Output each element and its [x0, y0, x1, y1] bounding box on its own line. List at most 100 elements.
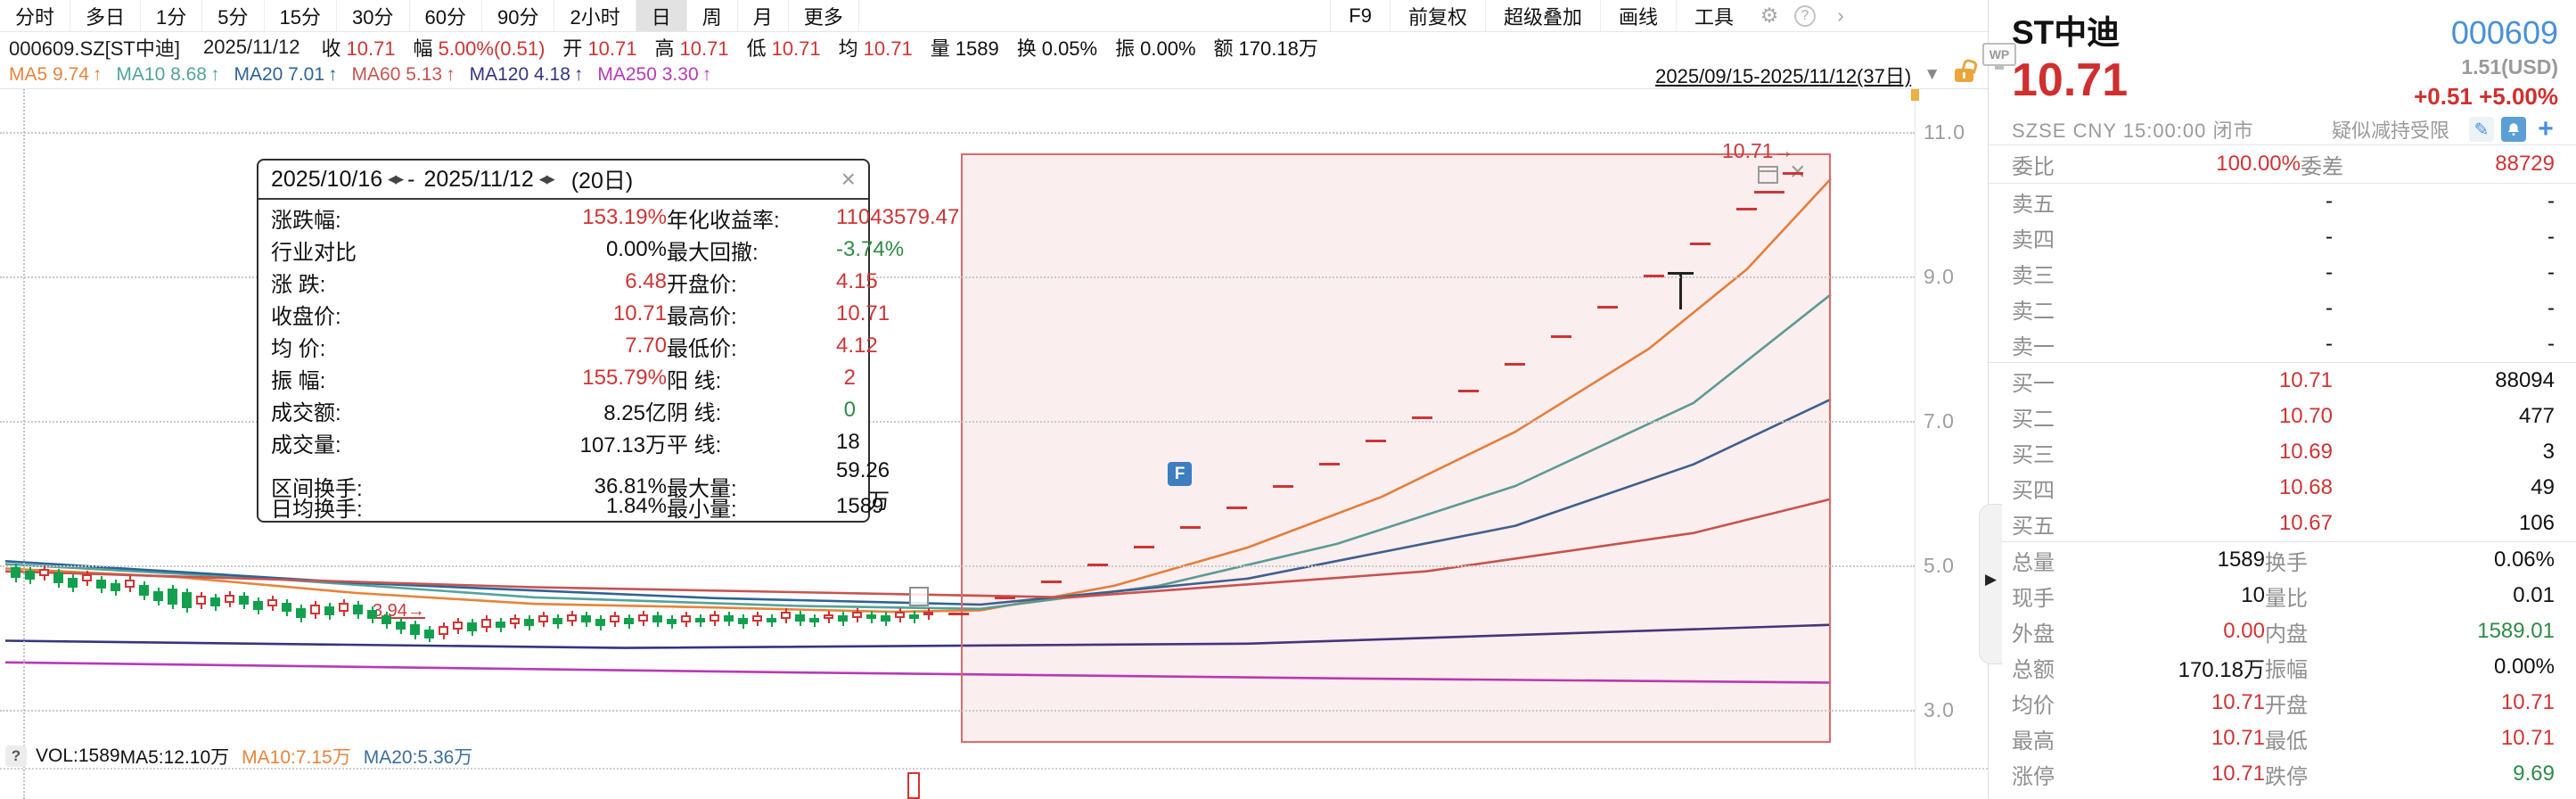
tab-多日[interactable]: 多日 — [70, 0, 142, 31]
tab-15分[interactable]: 15分 — [265, 0, 338, 31]
candle — [453, 621, 463, 630]
tab-1分[interactable]: 1分 — [141, 0, 203, 31]
ma-text: MA60 5.13 — [351, 64, 443, 85]
level-volume: 49 — [2531, 475, 2555, 499]
bid-row-买五: 买五 10.67 106 — [1989, 506, 2576, 541]
ma-value-MA60: MA60 5.13 ↑ — [352, 64, 455, 86]
limit-up-dash — [995, 597, 1015, 600]
help-icon[interactable]: ? — [5, 745, 27, 767]
stat-row-最高: 最高 10.71 最低 10.71 — [1989, 721, 2576, 756]
candle — [724, 615, 734, 622]
candle — [695, 617, 705, 623]
selection-region[interactable] — [961, 153, 1831, 743]
candle — [410, 623, 420, 636]
candle — [39, 569, 49, 577]
gear-icon[interactable]: ⚙ — [1760, 4, 1779, 27]
maximize-icon[interactable] — [1758, 166, 1778, 184]
limit-up-dash — [1319, 463, 1340, 466]
level-price: 10.69 — [2278, 440, 2333, 464]
ma20-line — [4, 398, 1832, 606]
gridline-3.0 — [0, 710, 1915, 713]
last-price: 10.71 — [2012, 54, 2129, 106]
tab-月[interactable]: 月 — [738, 0, 789, 31]
toolbar-button-工具[interactable]: 工具 — [1675, 0, 1752, 31]
alert-bell-icon[interactable] — [2501, 117, 2526, 142]
candle — [253, 600, 263, 611]
limit-up-dash — [1087, 563, 1108, 566]
level-label: 买四 — [2012, 478, 2055, 503]
level-label: 卖五 — [2012, 192, 2055, 217]
candle — [481, 619, 491, 628]
panel-collapse-handle[interactable] — [1979, 504, 2002, 664]
candle — [496, 621, 505, 628]
popup-stat-row: 振 幅: 155.79% 阳 线: 2 — [271, 362, 856, 394]
quote-panel-header: ST中迪 000609 10.71 1.51(USD) +0.51 +5.00%… — [1989, 0, 2576, 144]
field-value: 10.71 — [771, 37, 821, 60]
vol-ma20: MA20:5.36万 — [363, 747, 473, 768]
wp-monitor-icon[interactable]: WP — [1982, 43, 2016, 70]
ma-value-MA250: MA250 3.30 ↑ — [597, 64, 711, 86]
stat-value: 1589 — [836, 494, 884, 518]
tab-周[interactable]: 周 — [687, 0, 738, 31]
toolbar-button-F9[interactable]: F9 — [1330, 0, 1390, 31]
date-range-link[interactable]: 2025/09/15-2025/11/12(37日) — [1655, 65, 1912, 87]
stat-value: 2 — [843, 366, 856, 390]
stock-code: 000609 — [2450, 14, 2558, 51]
add-watchlist-icon[interactable]: + — [2538, 114, 2554, 144]
popup-close-icon[interactable]: × — [841, 165, 856, 193]
level-price: - — [2326, 189, 2333, 213]
tab-5分[interactable]: 5分 — [202, 0, 265, 31]
price-axis-border — [1915, 89, 1916, 769]
up-arrow-icon: ↑ — [701, 64, 712, 85]
limit-up-dash — [1041, 581, 1062, 584]
candle — [581, 615, 591, 623]
gridline-9.0 — [0, 276, 1915, 278]
limit-up-dash — [1412, 416, 1432, 419]
date-stepper-icon[interactable]: ◀▶ — [388, 172, 404, 185]
tab-更多[interactable]: 更多 — [789, 0, 859, 31]
stat-value: 59.26万 — [836, 458, 890, 514]
limit-up-dash — [1597, 306, 1618, 309]
stat-value: 10.71 — [2500, 690, 2555, 714]
range-start-handle[interactable] — [909, 587, 929, 606]
divider — [1989, 183, 2576, 184]
toolbar-button-前复权[interactable]: 前复权 — [1389, 0, 1485, 31]
tab-日[interactable]: 日 — [636, 0, 687, 31]
popup-stat-row: 均 价: 7.70 最低价: 4.12 — [271, 330, 878, 362]
close-selection-icon[interactable]: × — [1790, 159, 1806, 185]
price-change: +0.51 +5.00% — [2414, 83, 2558, 110]
chevron-down-icon[interactable]: ▼ — [1924, 65, 1940, 84]
edit-icon[interactable]: ✎ — [2469, 117, 2494, 142]
stat-value: 155.79% — [582, 366, 667, 390]
stat-label: 最低 — [2265, 729, 2308, 754]
help-question-glyph: ? — [1794, 4, 1816, 27]
quote-stats: 总量 1589 换手 0.06% 现手 10 量比 0.01 外盘 0.00 内盘 1589.01 总额… — [1989, 542, 2576, 792]
unlock-icon[interactable] — [1955, 68, 1973, 82]
toolbar-button-超级叠加[interactable]: 超级叠加 — [1484, 0, 1600, 31]
candle — [111, 583, 120, 591]
panel-expand-icon[interactable]: ▶ — [1985, 571, 1998, 588]
event-flag-badge[interactable]: F — [1168, 462, 1192, 486]
candle — [467, 622, 477, 631]
ask-row-卖一: 卖一 - - — [1989, 326, 2576, 362]
candle — [53, 572, 63, 584]
gridline-7.0 — [0, 421, 1915, 424]
tab-30分[interactable]: 30分 — [337, 0, 410, 31]
candle — [296, 608, 306, 618]
toolbar-button-画线[interactable]: 画线 — [1599, 0, 1676, 31]
tab-2小时[interactable]: 2小时 — [554, 0, 636, 31]
stat-value: 1.84% — [605, 494, 667, 518]
tab-60分[interactable]: 60分 — [410, 0, 482, 31]
stat-label: 量比 — [2265, 586, 2308, 611]
stat-value: 7.70 — [625, 334, 667, 358]
kline-chart: 10.71→ × F 3.94→ 2025/10/16 ◀▶ - 2025/11… — [0, 89, 1915, 769]
quote-field-换: 换 0.05% — [1017, 33, 1097, 62]
stat-value: 36.81% — [594, 474, 667, 498]
chevron-right-icon[interactable]: › — [1837, 4, 1844, 27]
candle — [624, 617, 634, 624]
tab-90分[interactable]: 90分 — [482, 0, 555, 31]
stat-value: 153.19% — [582, 205, 667, 229]
tab-分时[interactable]: 分时 — [0, 0, 71, 31]
help-icon[interactable]: ? — [1787, 0, 1823, 31]
date-stepper-icon[interactable]: ◀▶ — [538, 172, 555, 185]
